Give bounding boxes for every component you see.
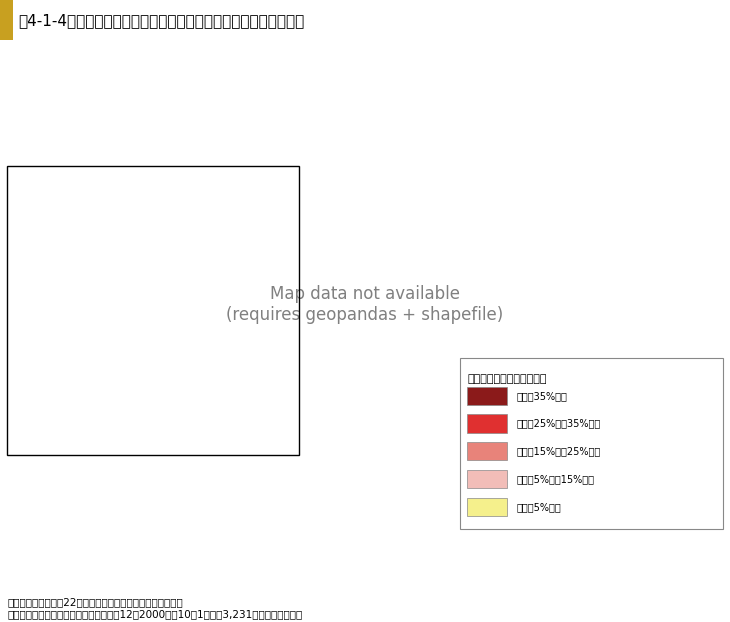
Text: ・・・5%以上15%未満: ・・・5%以上15%未満 — [516, 474, 594, 484]
Bar — [0, 0, 13, 40]
Bar — [467, 414, 507, 432]
Text: ・・・5%未満: ・・・5%未満 — [516, 502, 561, 512]
Text: ・・・35%以上: ・・・35%以上 — [516, 391, 567, 401]
Bar — [7, 165, 299, 455]
Text: 【農林漁業就業者の割合】: 【農林漁業就業者の割合】 — [467, 374, 547, 384]
Text: 資料：総務省「平成22年国勢調査」を基に農林水産省で作成
　注：平成の大合併前の旧市町村（平成12（2000）年10月1日時点3,231市町村）で集計。: 資料：総務省「平成22年国勢調査」を基に農林水産省で作成 注：平成の大合併前の旧… — [7, 597, 302, 619]
Text: 図4-1-4　就業人口に占める農林漁業就業者の割合（旧市町村別）: 図4-1-4 就業人口に占める農林漁業就業者の割合（旧市町村別） — [18, 12, 304, 28]
FancyBboxPatch shape — [460, 358, 723, 529]
Bar — [467, 498, 507, 516]
Text: ・・・15%以上25%未満: ・・・15%以上25%未満 — [516, 447, 600, 457]
Text: Map data not available
(requires geopandas + shapefile): Map data not available (requires geopand… — [226, 285, 504, 324]
Bar — [467, 470, 507, 488]
Text: ・・・25%以上35%未満: ・・・25%以上35%未満 — [516, 419, 600, 429]
Bar — [467, 442, 507, 460]
Bar — [467, 387, 507, 405]
